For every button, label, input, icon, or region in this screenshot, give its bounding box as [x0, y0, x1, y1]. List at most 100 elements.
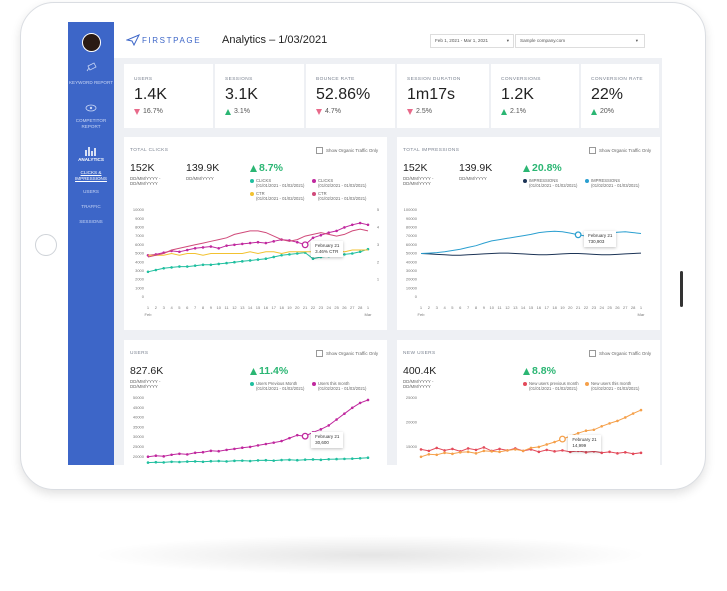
nav-subitem[interactable]: SESSIONS: [79, 219, 103, 224]
data-point: [146, 455, 150, 459]
panel-change-value: 20.8%: [532, 162, 562, 174]
top-bar: FIRSTPAGE Analytics – 1/03/2021 Feb 1, 2…: [114, 22, 662, 58]
legend-item: CTR (01/01/2021 - 01/02/2021): [250, 191, 304, 201]
data-point: [350, 223, 354, 227]
home-button: [35, 234, 57, 256]
x-tick-label: 28: [631, 305, 636, 310]
y-tick-label: 50000: [133, 395, 145, 400]
y-tick-label: 50000: [406, 251, 418, 256]
x-tick-label: 8: [202, 305, 205, 310]
data-point: [482, 449, 486, 453]
x-month-label: Mar: [638, 312, 646, 317]
site-name: Sample company.com: [520, 38, 566, 43]
metric-value: 3.1K: [225, 86, 258, 103]
data-point: [639, 451, 643, 455]
toggle-label: Show Organic Traffic Only: [599, 351, 652, 356]
trend-icon: [407, 108, 413, 115]
nav-subitem[interactable]: CLICKS & IMPRESSIONS: [75, 170, 107, 181]
x-month-label: Feb: [145, 312, 153, 317]
x-tick-label: 25: [607, 305, 612, 310]
data-point: [631, 412, 635, 415]
metric-change: 2.5%: [407, 108, 432, 115]
legend-period: (01/02/2021 - 01/03/2021): [318, 386, 367, 391]
data-point: [193, 451, 197, 455]
x-tick-label: 6: [459, 305, 462, 310]
data-point: [335, 229, 338, 233]
nav-subitem[interactable]: TRAFFIC: [81, 204, 101, 209]
stat-range: DD/MM/YYYY - DD/MM/YYYY: [403, 379, 434, 389]
x-tick-label: 19: [560, 305, 565, 310]
legend-item: New users previous month (01/01/2021 - 01…: [523, 381, 579, 391]
data-point: [225, 261, 228, 265]
x-tick-label: 17: [271, 305, 276, 310]
line-chart: 15000 20000 25000: [406, 395, 643, 459]
data-point: [178, 265, 181, 268]
y-tick-label: 20000: [133, 454, 145, 459]
data-point: [256, 258, 260, 261]
organic-toggle[interactable]: Show Organic Traffic Only: [316, 350, 378, 357]
avatar[interactable]: [82, 33, 101, 52]
competitor-icon-pupil: [89, 106, 93, 110]
data-point: [264, 442, 268, 446]
y-tick-label: 90000: [406, 216, 418, 221]
data-point: [280, 439, 283, 443]
x-tick-label: 1: [640, 305, 643, 310]
nav-subitem[interactable]: USERS: [83, 189, 99, 194]
nav-item[interactable]: COMPETITOR REPORT: [75, 118, 107, 129]
data-point: [303, 458, 307, 461]
data-point: [170, 266, 173, 269]
data-point: [466, 447, 470, 450]
legend-text: New users this month (01/02/2021 - 01/03/…: [591, 381, 639, 391]
data-point: [256, 240, 260, 244]
data-point: [584, 451, 588, 454]
data-point: [178, 452, 181, 456]
legend-item: CLICKS (01/02/2021 - 01/03/2021): [312, 178, 366, 188]
data-point: [319, 428, 323, 431]
y-tick-label: 40000: [133, 415, 145, 420]
site-dropdown[interactable]: Sample company.com ▾: [515, 34, 645, 48]
y-tick-label: 35000: [133, 424, 145, 429]
data-point: [584, 429, 588, 433]
metric-card: SESSIONS 3.1K 3.1%: [215, 64, 304, 128]
x-tick-label: 1: [147, 305, 150, 310]
data-point: [185, 453, 189, 456]
organic-toggle[interactable]: Show Organic Traffic Only: [589, 147, 651, 154]
y-tick-label: 2000: [135, 277, 145, 282]
x-tick-label: 12: [505, 305, 510, 310]
data-point: [256, 444, 260, 447]
data-point: [248, 445, 252, 449]
trend-icon: [523, 164, 530, 172]
organic-toggle[interactable]: Show Organic Traffic Only: [589, 350, 651, 357]
data-point: [272, 441, 276, 444]
data-point: [162, 266, 166, 270]
data-point: [366, 223, 370, 227]
legend-text: IMPRESSIONS (01/02/2021 - 01/03/2021): [591, 178, 639, 188]
trend-arrow: [134, 108, 140, 115]
nav-item[interactable]: KEYWORD REPORT: [68, 80, 114, 85]
trend-arrow: [501, 108, 507, 115]
data-point: [233, 459, 236, 463]
stat-value: 139.9K: [459, 162, 493, 174]
y-tick-label: 0: [142, 294, 145, 299]
data-point: [162, 461, 166, 464]
data-point: [623, 416, 627, 419]
tooltip-title: February 21: [315, 434, 340, 440]
data-point: [435, 446, 439, 450]
x-month-label: Feb: [418, 312, 426, 317]
data-point: [553, 450, 556, 453]
y-tick-label: 3000: [135, 268, 145, 273]
date-dropdown[interactable]: Feb 1, 2021 - Mar 1, 2021 ▾: [430, 34, 514, 48]
organic-toggle[interactable]: Show Organic Traffic Only: [316, 147, 378, 154]
data-point: [280, 458, 283, 462]
data-point: [248, 259, 252, 262]
tooltip-text: 730,903: [588, 238, 605, 244]
trend-icon: [523, 367, 530, 375]
data-point: [311, 257, 315, 261]
x-tick-label: 4: [443, 305, 446, 310]
legend-swatch: [250, 191, 254, 196]
data-point: [366, 456, 370, 459]
x-tick-label: 2: [155, 305, 158, 310]
data-point: [561, 449, 564, 452]
nav-item[interactable]: ANALYTICS: [78, 157, 104, 162]
